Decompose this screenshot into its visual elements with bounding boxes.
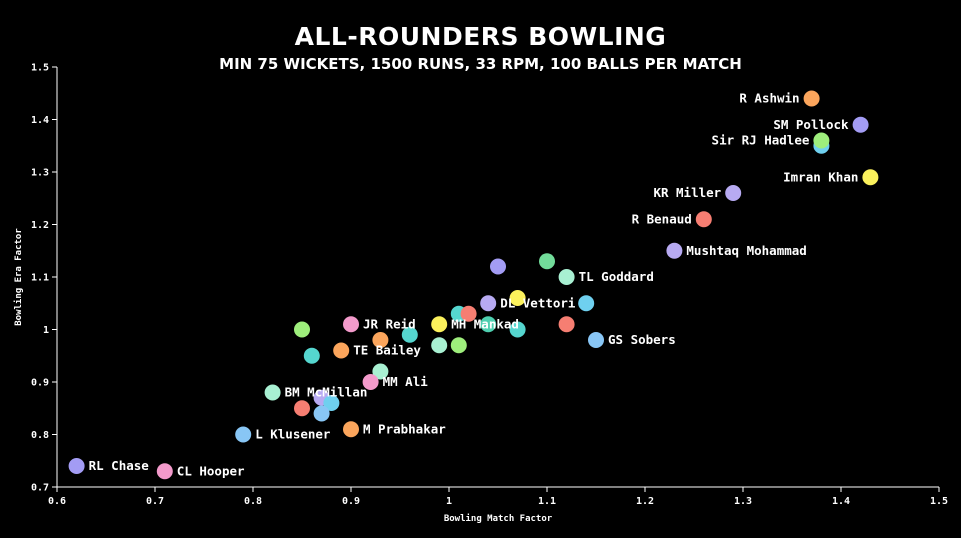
data-point — [343, 316, 359, 333]
x-tick-label: 1.3 — [734, 496, 752, 507]
y-tick-label: 1.2 — [31, 220, 49, 231]
data-point — [450, 337, 467, 354]
data-point — [509, 321, 526, 338]
data-point — [156, 463, 173, 480]
data-point — [588, 332, 604, 348]
data-point — [343, 421, 359, 438]
x-tick-label: 1.5 — [930, 496, 948, 507]
chart-title: ALL-ROUNDERS BOWLING — [294, 22, 667, 51]
point-label: KR Miller — [653, 185, 721, 200]
data-point — [862, 169, 879, 186]
point-label: DL Vettori — [500, 295, 576, 310]
point-label: Imran Khan — [783, 169, 858, 184]
data-point — [313, 405, 330, 422]
y-tick-label: 1.4 — [31, 115, 49, 126]
y-tick-label: 1.5 — [31, 63, 49, 74]
y-tick-label: 0.9 — [31, 378, 49, 389]
x-axis-title: Bowling Match Factor — [444, 513, 553, 524]
data-point — [372, 332, 389, 348]
point-label: RL Chase — [89, 458, 150, 473]
point-label: SM Pollock — [773, 117, 849, 132]
data-point — [666, 242, 683, 259]
data-point — [539, 253, 555, 270]
point-label: R Ashwin — [739, 91, 799, 106]
x-tick-label: 1 — [446, 496, 452, 507]
data-point — [333, 342, 350, 359]
x-tick-label: 0.8 — [244, 496, 262, 507]
data-point — [294, 321, 310, 338]
data-point — [303, 347, 320, 364]
x-tick-label: 1.4 — [832, 496, 850, 507]
point-label: JR Reid — [363, 316, 416, 331]
data-point — [294, 400, 310, 417]
data-point — [431, 316, 448, 333]
data-point — [480, 295, 497, 312]
axes: 0.6 0.7 0.8 0.9 1 1.1 1.2 1.3 1.4 1.5 0.7 0.8 0.9 1 1.… — [31, 63, 948, 508]
chart-subtitle: MIN 75 WICKETS, 1500 RUNS, 33 RPM, 100 B… — [219, 55, 742, 73]
data-point — [490, 258, 506, 275]
data-point — [235, 426, 252, 443]
data-point — [264, 384, 281, 401]
point-label: MM Ali — [383, 374, 429, 389]
data-point — [480, 316, 497, 333]
data-point — [695, 211, 712, 228]
data-point — [558, 269, 575, 285]
point-label: TE Bailey — [353, 343, 421, 358]
x-tick-label: 0.7 — [146, 496, 164, 507]
y-tick-label: 1.1 — [31, 273, 49, 284]
data-point — [323, 395, 340, 411]
data-point — [803, 90, 820, 107]
point-label: R Benaud — [632, 211, 692, 226]
point-label: CL Hooper — [177, 463, 245, 478]
data-point — [725, 185, 742, 201]
x-tick-label: 0.6 — [48, 496, 66, 507]
data-point — [431, 337, 448, 354]
point-label: L Klusener — [255, 427, 331, 442]
data-point — [558, 316, 575, 333]
data-point — [460, 305, 477, 322]
data-point — [68, 458, 85, 474]
points-layer — [68, 90, 879, 480]
x-tick-label: 0.9 — [342, 496, 360, 507]
point-label: Sir RJ Hadlee — [712, 133, 810, 148]
point-label: BM McMillan — [285, 385, 368, 400]
data-point — [578, 295, 595, 312]
y-tick-label: 0.7 — [31, 483, 49, 494]
point-label: GS Sobers — [608, 332, 676, 347]
x-tick-label: 1.2 — [636, 496, 654, 507]
data-point — [509, 290, 526, 306]
data-point — [401, 326, 418, 343]
y-tick-label: 1.3 — [31, 168, 49, 179]
data-point — [852, 116, 869, 133]
data-point — [813, 132, 830, 149]
point-label: TL Goddard — [579, 269, 654, 284]
y-axis-title: Bowling Era Factor — [13, 228, 24, 326]
data-point — [362, 374, 379, 390]
point-label: M Prabhakar — [363, 421, 446, 436]
y-tick-label: 1 — [43, 325, 49, 336]
x-tick-label: 1.1 — [538, 496, 556, 507]
data-point — [372, 363, 389, 380]
y-tick-label: 0.8 — [31, 430, 49, 441]
point-label: MH Mankad — [451, 316, 519, 331]
point-label: Mushtaq Mohammad — [686, 243, 806, 258]
